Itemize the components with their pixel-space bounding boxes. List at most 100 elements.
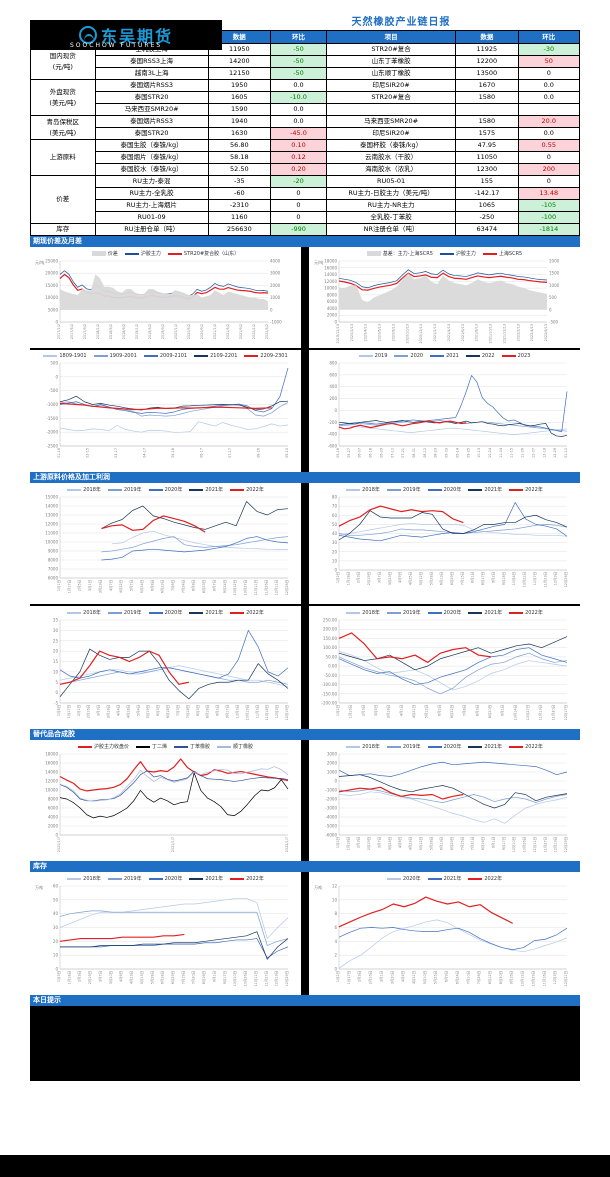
legend-swatch	[77, 745, 92, 748]
item-value-right: 155	[455, 175, 519, 188]
svg-text:3月18日: 3月18日	[107, 705, 111, 718]
svg-text:元/吨: 元/吨	[35, 259, 44, 265]
svg-text:4月18日: 4月18日	[126, 705, 130, 718]
legend-item: 丁二烯	[135, 743, 167, 750]
svg-text:2月16日: 2月16日	[87, 705, 91, 718]
legend-item: STR20#复合胶（山东）	[167, 250, 239, 257]
svg-text:4: 4	[334, 939, 337, 944]
svg-text:2022/5/2: 2022/5/2	[265, 324, 269, 339]
svg-text:0: 0	[55, 833, 58, 838]
legend-label: 2009-2101	[159, 353, 188, 359]
svg-text:2月3日: 2月3日	[357, 572, 361, 583]
legend-swatch	[386, 877, 401, 880]
legend-swatch	[189, 488, 204, 491]
legend-item: 2022	[465, 353, 495, 359]
chart-legend: 价差 沪胶主力 STR20#复合胶（山东）	[34, 250, 297, 257]
legend-swatch	[107, 877, 122, 880]
legend-item: 沪胶主力	[124, 250, 161, 257]
legend-item: 2019年	[386, 609, 421, 616]
legend-label: 2022年	[246, 610, 264, 616]
svg-text:1月16日: 1月16日	[349, 705, 353, 718]
legend-swatch	[174, 745, 188, 748]
svg-text:6月29日: 6月29日	[171, 971, 175, 984]
svg-text:-50.00: -50.00	[324, 673, 337, 678]
svg-text:11月23日: 11月23日	[543, 572, 547, 587]
legend-label: 2020年	[443, 487, 462, 493]
item-name-left: 泰国STR20	[94, 91, 209, 104]
chart-c1: 价差 沪胶主力 STR20#复合胶（山东） 元/吨 0 5000 10000 15000 200…	[30, 247, 301, 348]
svg-text:25: 25	[53, 638, 59, 643]
svg-text:40: 40	[332, 531, 338, 536]
svg-text:-2500: -2500	[46, 444, 58, 449]
svg-text:18000: 18000	[45, 752, 58, 757]
legend-label: 2109-2201	[210, 353, 238, 359]
legend-label: 2023	[517, 353, 531, 359]
page-footer-band	[0, 1155, 610, 1177]
svg-text:20000: 20000	[45, 271, 58, 276]
chart-legend: 1809-1901 1909-2001 2009-2101 2109-2201 2209…	[34, 353, 297, 359]
svg-text:60: 60	[53, 884, 59, 889]
table-row: 外盘现货 (美元/吨) 泰国烟片RSS3 1950 0.0 印尼SIR20# 1670 0.0	[30, 79, 581, 116]
item-change-right: 0.0	[517, 79, 581, 92]
svg-text:2021/2/13: 2021/2/13	[433, 324, 437, 341]
chart-svg: -600 -400 -200 0 200 400 600 800 05-16 05-27 06-07…	[328, 361, 568, 458]
svg-text:1月18日: 1月18日	[67, 971, 71, 984]
legend-label: 丁二烯	[151, 744, 167, 750]
svg-text:2月3日: 2月3日	[358, 971, 362, 982]
svg-text:6月18日: 6月18日	[166, 705, 170, 718]
svg-text:06-29: 06-29	[379, 448, 383, 458]
svg-text:0: 0	[55, 967, 58, 972]
svg-text:9月17日: 9月17日	[223, 971, 227, 984]
legend-item: 1809-1901	[43, 353, 87, 359]
svg-text:50: 50	[332, 522, 338, 527]
item-name-left: 泰国生胶（泰铢/kg）	[94, 139, 209, 152]
chart-cell-c12: 2020年 2021年 2022年 万吨 0 2 4 6 8 10 12 1月2日 1月17日 2月3日 2…	[309, 872, 580, 995]
item-name-left: 泰国胶水（泰铢/kg）	[94, 163, 209, 176]
chart-c3: 1809-1901 1909-2001 2009-2101 2109-2201 2209…	[30, 350, 301, 472]
legend-item: 2021年	[189, 875, 223, 882]
svg-text:-1000: -1000	[270, 320, 282, 325]
svg-text:-4000: -4000	[325, 815, 337, 820]
svg-text:2021/1/2: 2021/1/2	[213, 324, 217, 339]
svg-text:6月9日: 6月9日	[445, 971, 449, 982]
svg-text:12月3日: 12月3日	[275, 705, 279, 718]
legend-swatch	[358, 355, 373, 357]
svg-text:2019/5/2: 2019/5/2	[148, 324, 152, 339]
item-value-left: 1605	[207, 91, 272, 104]
table-row: 泰国烟片（泰铢/kg） 58.18 0.12 云南胶水（干胶） 11050 0	[31, 151, 581, 164]
chart-svg: 元/吨0200040006000800010000120001400016000…	[314, 259, 560, 344]
svg-text:元/吨: 元/吨	[314, 259, 323, 265]
svg-text:11月11日: 11月11日	[254, 971, 258, 986]
svg-text:4月4日: 4月4日	[116, 705, 120, 716]
svg-text:3月7日: 3月7日	[377, 572, 381, 583]
svg-text:12-18: 12-18	[542, 448, 546, 458]
svg-text:2: 2	[334, 953, 337, 958]
item-change-left: 0.0	[270, 115, 327, 128]
svg-text:3月1日: 3月1日	[379, 971, 383, 982]
svg-text:05-18: 05-18	[171, 448, 175, 458]
legend-item: 2022年	[509, 743, 543, 750]
svg-text:2017/1/2: 2017/1/2	[57, 324, 61, 339]
row-category: 外盘现货 (美元/吨)	[30, 79, 96, 116]
svg-text:50.00: 50.00	[326, 654, 338, 659]
legend-swatch	[427, 877, 442, 880]
table-row: 上游原料 泰国生胶（泰铢/kg） 56.80 0.10 泰国杯胶（泰铢/kg） 47.95…	[30, 139, 581, 176]
svg-text:12: 12	[332, 884, 338, 889]
legend-label: 顺丁橡胶	[233, 744, 254, 750]
legend-swatch	[427, 611, 442, 614]
item-name-right: 印尼SIR20#	[325, 127, 457, 140]
table-row: RU主力-全乳胶 -60 0 RU主力-日胶主力（美元/吨） -142.17 13.48	[31, 187, 581, 200]
svg-text:1月17日: 1月17日	[67, 705, 71, 718]
legend-swatch	[394, 355, 409, 357]
svg-text:7000: 7000	[48, 567, 59, 572]
svg-text:8000: 8000	[48, 558, 59, 563]
item-value-right: 11050	[455, 151, 519, 164]
item-value-left: -2310	[207, 199, 272, 212]
svg-text:4月21日: 4月21日	[412, 971, 416, 984]
svg-text:8月18日: 8月18日	[206, 705, 210, 718]
svg-text:2月19日: 2月19日	[367, 572, 371, 585]
svg-text:9月16日: 9月16日	[510, 971, 514, 984]
svg-text:8月20日: 8月20日	[488, 705, 492, 718]
logo-company-name-cn: 东吴期货	[100, 27, 173, 46]
section-header-upstream: 上游原料价格及加工利润	[30, 472, 580, 483]
